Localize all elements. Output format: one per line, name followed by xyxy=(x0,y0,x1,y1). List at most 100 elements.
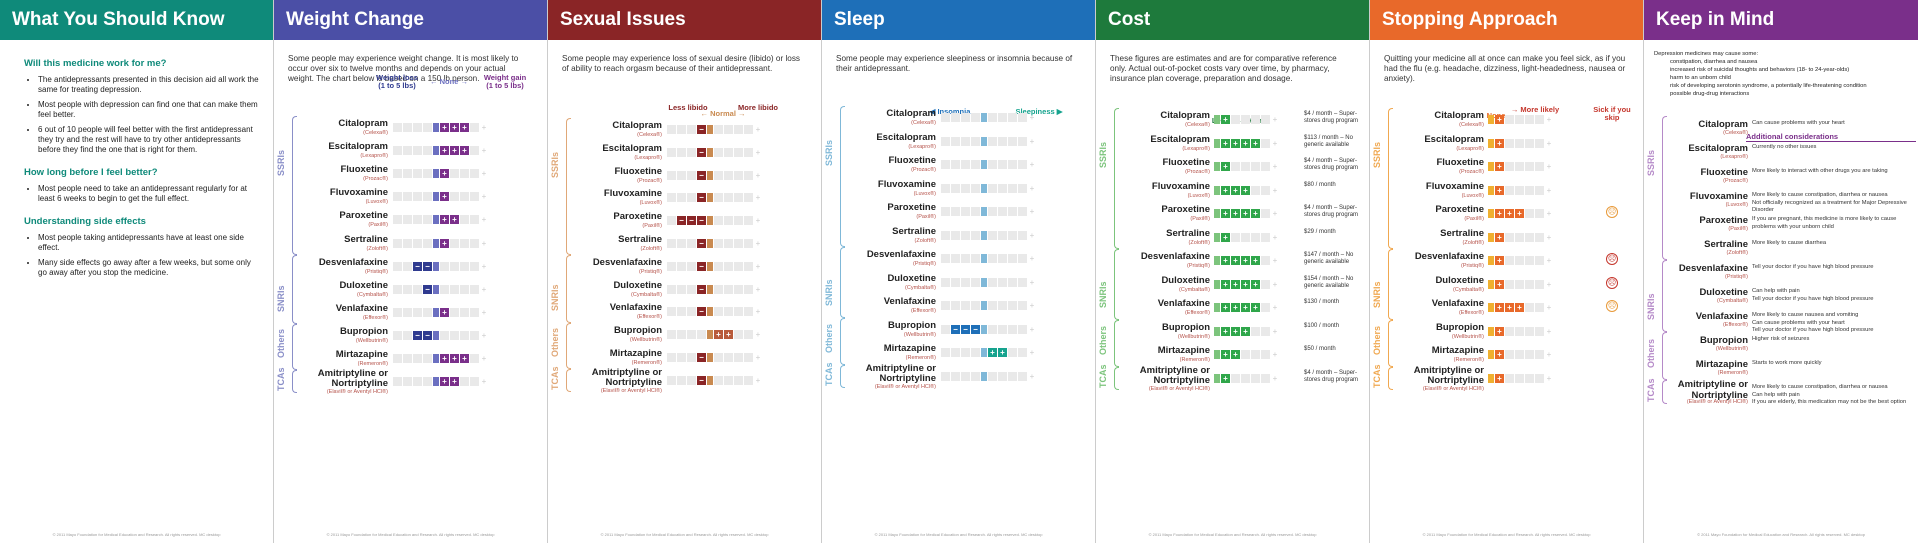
drug-brand: (Prozac®) xyxy=(1723,178,1748,184)
scale-cell: + xyxy=(988,348,997,357)
scale-cell xyxy=(998,113,1007,122)
drug-brand: (Pristiq®) xyxy=(913,261,936,267)
drug-name: Venlafaxine xyxy=(609,302,662,314)
drug-brand: (Wellbutrin®) xyxy=(1715,346,1748,352)
group-label: Others xyxy=(1646,338,1656,368)
drug-row: Amitriptyline or Nortriptyline (Elavil® o… xyxy=(1644,379,1918,406)
drug-row: Duloxetine (Cymbalta®) + xyxy=(822,273,1095,297)
group-label: SNRIs xyxy=(1372,280,1382,308)
scale-cell xyxy=(1231,373,1240,383)
scale-center xyxy=(1488,209,1494,218)
scale-cell xyxy=(470,284,479,294)
drug-name: Sertraline xyxy=(344,233,388,245)
rating-scale: + xyxy=(941,254,1036,263)
scale-cell xyxy=(744,353,753,362)
drug-brand: (Zoloft®) xyxy=(914,237,936,244)
scale-cell xyxy=(687,284,696,294)
scale-cell xyxy=(744,193,753,203)
group-label: SSRIs xyxy=(276,149,286,176)
scale-cell xyxy=(403,238,412,248)
scale-cell: + xyxy=(460,146,469,156)
scale-cell xyxy=(724,284,733,294)
rating-scale: − − + xyxy=(393,261,488,271)
drug-name: Escitalopram xyxy=(876,131,936,143)
scale-cell xyxy=(1535,303,1544,312)
drug-name: Amitriptyline or Nortriptyline xyxy=(865,362,936,384)
rating-scale: + + + xyxy=(667,330,762,340)
group-bracket xyxy=(1662,116,1667,260)
scale-cell xyxy=(744,216,753,226)
scale-cell xyxy=(961,113,970,122)
scale-center xyxy=(1214,373,1220,383)
scale-cell xyxy=(951,230,960,240)
scale-cell xyxy=(951,160,960,169)
drug-name: Citalopram xyxy=(1434,110,1484,121)
drug-name: Paroxetine xyxy=(1699,215,1748,226)
scale-cell xyxy=(413,192,422,202)
scale-cell xyxy=(1505,232,1514,242)
scale-center xyxy=(981,207,987,216)
scale-cell xyxy=(1525,279,1534,289)
scale-cell: + xyxy=(1505,303,1514,312)
scale-cell: + xyxy=(1251,138,1260,148)
scale-cell: + xyxy=(1495,232,1504,242)
cost-note: $4 / month – Super-stores drug program xyxy=(1304,369,1359,383)
rating-scale: − + xyxy=(667,147,762,157)
scale-cell xyxy=(1008,254,1017,263)
scale-cell xyxy=(961,301,970,310)
copyright: © 2011 Mayo Foundation for Medical Educa… xyxy=(600,532,769,537)
scale-cell: + xyxy=(1221,185,1230,195)
drug-row: Citalopram (Celexa®) Can cause problems wi… xyxy=(1644,118,1918,142)
drug-name: Duloxetine xyxy=(1161,274,1210,286)
group-label: SSRIs xyxy=(1646,149,1656,176)
scale-cell xyxy=(1525,115,1534,124)
section-heading: How long before I feel better? xyxy=(24,167,158,178)
scale-cell xyxy=(1525,232,1534,242)
cost-note: $80 / month xyxy=(1304,181,1336,188)
cost-note: $4 / month – Super-stores drug program xyxy=(1304,158,1359,171)
drug-brand: (Pristiq®) xyxy=(1461,263,1484,269)
drug-row: Citalopram (Celexa®) + + $4 / month – Super-… xyxy=(1096,110,1369,134)
group-bracket xyxy=(566,118,571,255)
scale-cell xyxy=(971,230,980,240)
scale-cell xyxy=(1515,115,1524,124)
drug-name: Sertraline xyxy=(892,225,936,237)
group-bracket xyxy=(1662,260,1667,332)
scale-cell: + xyxy=(1221,162,1230,171)
group-label: SNRIs xyxy=(1646,293,1656,320)
group-bracket xyxy=(566,323,571,369)
drug-row: Paroxetine (Paxil®) + + + + ☹ xyxy=(1370,204,1643,228)
scale-center xyxy=(981,301,987,310)
drug-row: Duloxetine (Cymbalta®) + + ☹ xyxy=(1370,275,1643,299)
rating-scale: − − − + xyxy=(941,324,1036,334)
scale-cell xyxy=(998,254,1007,263)
consideration-note: More likely to cause constipation, diarr… xyxy=(1752,384,1907,405)
scale-cell xyxy=(744,239,753,248)
scale-tail: + xyxy=(1272,303,1278,312)
drug-row: Sertraline (Zoloft®) + + $29 / month xyxy=(1096,228,1369,252)
scale-cell xyxy=(460,377,469,387)
scale-cell: + xyxy=(440,307,449,317)
scale-center xyxy=(1488,350,1494,359)
drug-name: Amitriptyline or Nortriptyline xyxy=(591,366,662,388)
scale-center xyxy=(707,216,713,226)
scale-center xyxy=(1214,303,1220,312)
scale-center xyxy=(1488,138,1494,148)
rating-scale: + + xyxy=(393,307,488,317)
drug-name: Citalopram xyxy=(338,118,388,129)
scale-cell xyxy=(1251,185,1260,195)
scale-cell xyxy=(1525,185,1534,195)
scale-center xyxy=(433,354,439,363)
drug-row: Duloxetine (Cymbalta®) Can help with pain … xyxy=(1644,286,1918,310)
scale-cell xyxy=(951,348,960,357)
rating-scale: + + xyxy=(1488,279,1553,289)
scale-tail: + xyxy=(481,192,487,202)
rating-scale: + + xyxy=(393,192,488,202)
scale-cell: + xyxy=(1231,326,1240,336)
drug-row: Bupropion (Wellbutrin®) + + + + $100 / month xyxy=(1096,322,1369,346)
scale-cell xyxy=(998,301,1007,310)
scale-cell xyxy=(1535,279,1544,289)
scale-cell xyxy=(998,207,1007,216)
scale-cell xyxy=(687,330,696,340)
rating-scale: + + xyxy=(1214,232,1279,242)
